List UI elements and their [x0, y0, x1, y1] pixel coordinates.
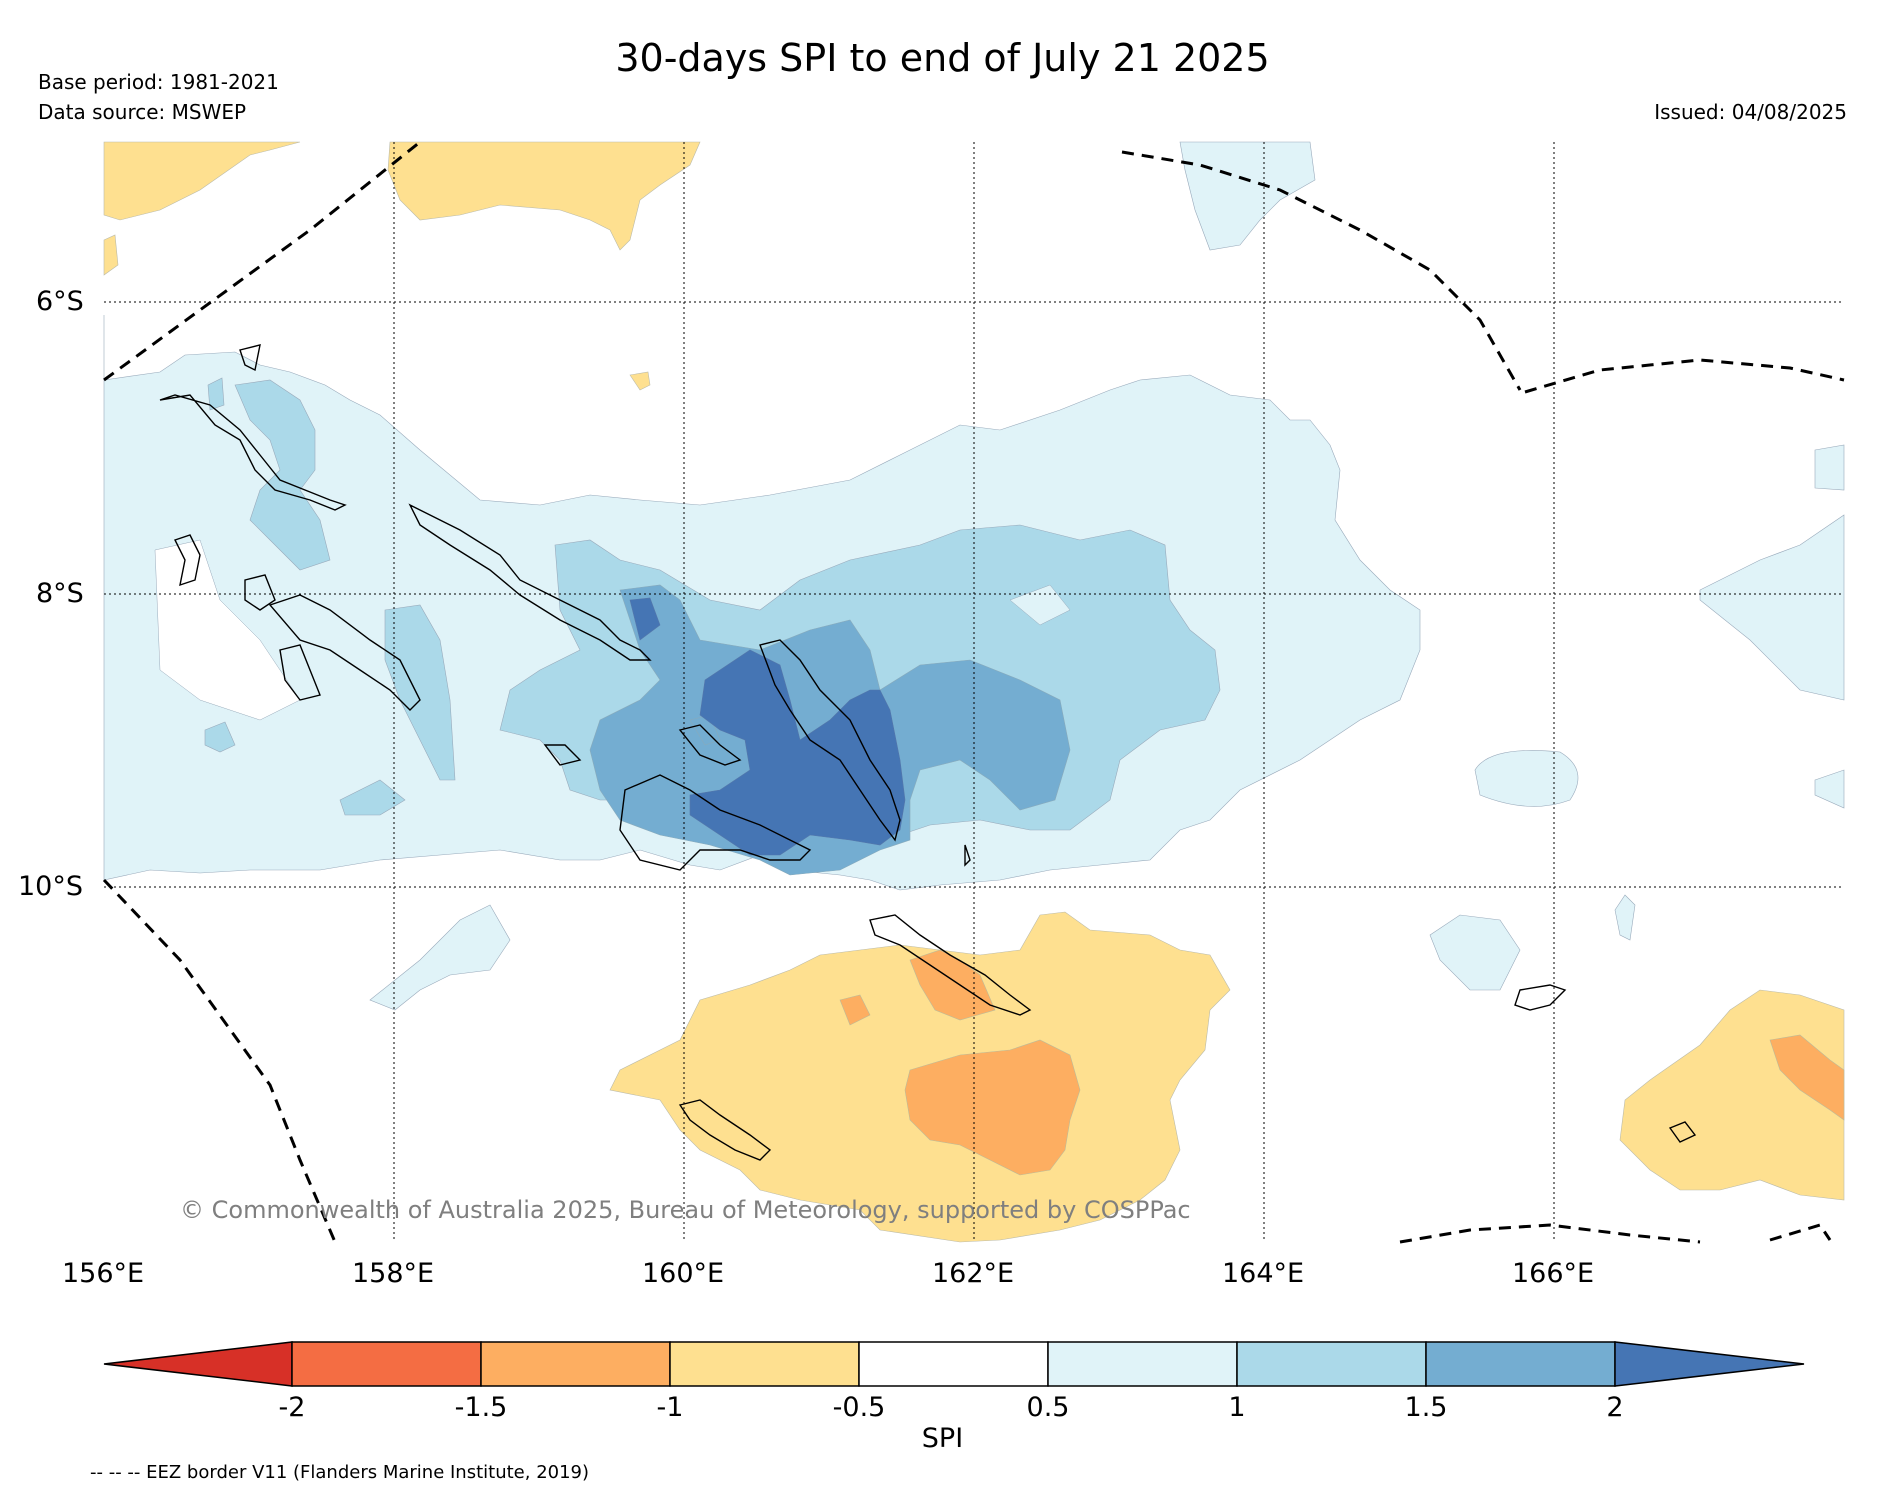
base-period-note: Base period: 1981-2021 — [38, 70, 279, 94]
spi-region-1-1.5-top — [207, 377, 225, 411]
spi-region-above-2 — [689, 649, 906, 856]
spi-region-0.5-1-south — [369, 904, 511, 1011]
colorbar-tick: -2 — [278, 1392, 306, 1423]
spi-region-0.5-1-east — [1699, 514, 1845, 701]
spi-region--1--0.5-ne — [103, 141, 301, 221]
spi-region--1--0.5-dot — [629, 371, 651, 391]
colorbar-tick: 1.5 — [1404, 1392, 1448, 1423]
colorbar-tick: -1.5 — [454, 1392, 508, 1423]
spi-region-0.5-1-se — [1429, 914, 1521, 991]
spi-region--1.5--1-se — [1769, 1034, 1845, 1121]
colorbar-tick: 1 — [1228, 1392, 1246, 1423]
copyright-note: © Commonwealth of Australia 2025, Bureau… — [180, 1196, 1191, 1224]
spi-region--1.5--1-c — [839, 994, 871, 1026]
colorbar — [103, 1341, 1805, 1387]
colorbar-tick: -0.5 — [832, 1392, 886, 1423]
colorbar-extend-low — [103, 1341, 293, 1387]
spi-region-above-2-b — [629, 597, 661, 641]
lon-label-162e: 162°E — [932, 1258, 1015, 1289]
spi-region--1--0.5-ne2 — [387, 141, 701, 251]
spi-region--1--0.5-tiny — [103, 234, 119, 276]
spi-region-0.5-1-oval — [1474, 750, 1579, 807]
spi-region-1-1.5-west2 — [384, 604, 456, 781]
lat-label-8s: 8°S — [36, 578, 84, 609]
eez-legend-note: -- -- -- EEZ border V11 (Flanders Marine… — [90, 1462, 590, 1483]
lon-label-158e: 158°E — [352, 1258, 435, 1289]
colorbar-bin — [480, 1341, 671, 1387]
lon-label-166e: 166°E — [1512, 1258, 1595, 1289]
colorbar-extend-high — [1614, 1341, 1805, 1387]
coastlines — [159, 344, 1697, 1161]
colorbar-bin — [858, 1341, 1049, 1387]
colorbar-bin — [291, 1341, 482, 1387]
issued-date: Issued: 04/08/2025 — [1654, 100, 1847, 124]
colorbar-tick: -1 — [656, 1392, 684, 1423]
spi-region--1.5--1-b — [904, 1039, 1081, 1176]
spi-region-0.5-1-small — [1614, 894, 1636, 941]
spi-region-0.5-1-east2 — [1814, 444, 1845, 491]
colorbar-label: SPI — [921, 1423, 964, 1454]
spi-region-1-1.5-blob — [339, 779, 406, 816]
colorbar-bin — [1236, 1341, 1427, 1387]
spi-region-1-1.5-west — [234, 379, 331, 571]
colorbar-tick: 2 — [1606, 1392, 1624, 1423]
lat-label-10s: 10°S — [18, 871, 83, 902]
colorbar-bin — [1047, 1341, 1238, 1387]
lon-label-156e: 156°E — [62, 1258, 145, 1289]
lat-label-6s: 6°S — [36, 286, 84, 317]
data-source-note: Data source: MSWEP — [38, 100, 247, 124]
graticule — [104, 142, 1844, 1242]
colorbar-bin — [669, 1341, 860, 1387]
map-title: 30-days SPI to end of July 21 2025 — [615, 36, 1270, 80]
lon-label-164e: 164°E — [1222, 1258, 1305, 1289]
map-area — [102, 140, 1845, 1244]
colorbar-bin — [1425, 1341, 1616, 1387]
colorbar-tick: 0.5 — [1026, 1392, 1070, 1423]
eez-border — [102, 140, 1845, 1244]
spi-region-0.5-1-east3 — [1814, 769, 1845, 809]
lon-label-160e: 160°E — [642, 1258, 725, 1289]
spi-region-1-1.5-blob2 — [204, 721, 236, 753]
spi-region-0.5-1-top — [1179, 141, 1316, 251]
